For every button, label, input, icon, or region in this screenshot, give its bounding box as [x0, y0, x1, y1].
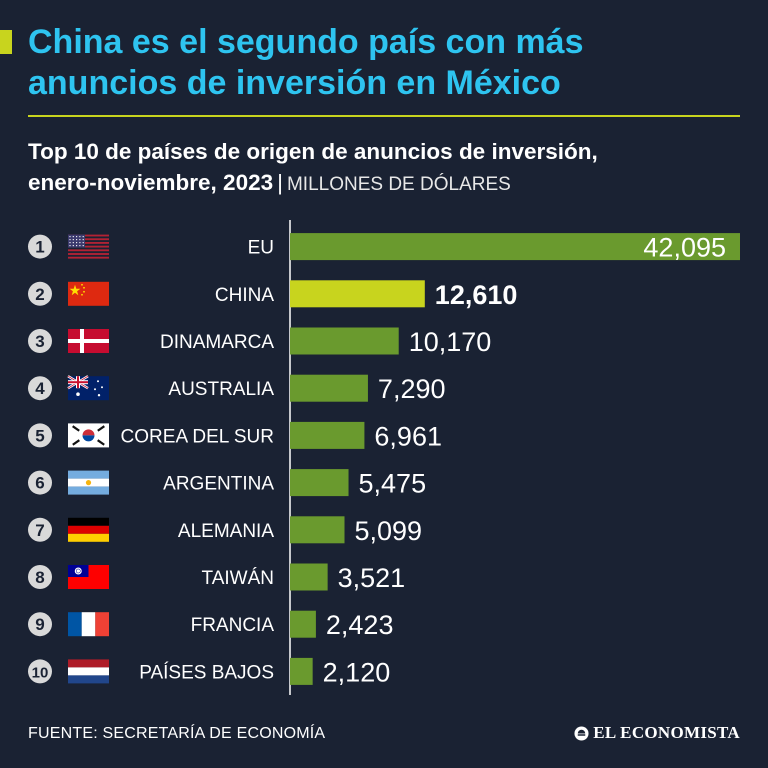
value-label: 6,961 — [374, 421, 442, 451]
category-label: EU — [248, 238, 274, 259]
value-label: 5,475 — [359, 469, 427, 499]
bar-row-china: 2 CHINA 12,610 — [28, 280, 517, 310]
bar-chart-svg: 1 EU 42,095 2 CHINA 12,610 3 DINAMARCA 10,170 4 AU… — [28, 220, 740, 695]
category-label: CHINA — [215, 285, 274, 306]
rank-number: 8 — [35, 568, 44, 587]
rank-badge — [28, 234, 52, 259]
rank-number: 3 — [35, 332, 44, 351]
value-label: 2,120 — [323, 657, 391, 687]
south-korea-flag-icon — [68, 423, 109, 448]
value-label: 2,423 — [326, 610, 394, 640]
rank-number: 2 — [35, 285, 44, 304]
value-label: 5,099 — [355, 516, 423, 546]
bar-row-taiwan: 8 TAIWÁN 3,521 — [28, 563, 405, 593]
bar-taiwan — [290, 563, 328, 591]
rank-number: 9 — [35, 615, 44, 634]
brand-mark-icon — [574, 725, 589, 741]
china-flag-icon — [68, 281, 109, 306]
category-label: ARGENTINA — [163, 474, 274, 495]
category-label: AUSTRALIA — [168, 379, 274, 400]
bar-row-dinamarca: 3 DINAMARCA 10,170 — [28, 327, 491, 357]
brand-name: EL ECONOMISTA — [593, 723, 740, 742]
argentina-flag-icon — [68, 470, 109, 495]
chart-title: China es el segundo país con más anuncio… — [28, 22, 748, 104]
france-flag-icon — [68, 612, 109, 637]
rank-number: 6 — [35, 474, 44, 493]
category-label: COREA DEL SUR — [121, 426, 274, 447]
rank-number: 1 — [35, 238, 44, 257]
category-label: DINAMARCA — [160, 332, 274, 353]
subtitle-period: enero-noviembre, 2023 — [28, 170, 274, 195]
rank-number: 10 — [32, 664, 49, 681]
rank-badge — [28, 612, 52, 637]
bar-paises-bajos — [290, 657, 313, 685]
netherlands-flag-icon — [68, 659, 109, 684]
value-label: 42,095 — [643, 233, 726, 263]
bar-china — [290, 280, 425, 308]
rank-badge — [28, 565, 52, 589]
bar-eu — [290, 233, 740, 261]
bar-francia — [290, 610, 316, 638]
rank-badge — [28, 517, 52, 542]
category-label: PAÍSES BAJOS — [139, 662, 274, 683]
category-label: TAIWÁN — [202, 568, 274, 589]
title-accent-mark — [0, 30, 12, 54]
chart-unit: MILLONES DE DÓLARES — [286, 174, 511, 195]
category-label: ALEMANIA — [178, 521, 274, 542]
bar-row-corea-del-sur: 5 COREA DEL SUR 6,961 — [28, 421, 442, 451]
bar-corea-del-sur — [290, 421, 365, 449]
bar-row-eu: 1 EU 42,095 — [28, 233, 740, 263]
rank-badge — [28, 281, 52, 306]
australia-flag-icon — [67, 375, 109, 401]
rank-badge — [28, 329, 52, 353]
bar-row-paises-bajos: 10 PAÍSES BAJOS 2,120 — [28, 657, 390, 687]
chart-title-line-1: China es el segundo país con más — [28, 23, 584, 61]
denmark-flag-icon — [68, 329, 109, 353]
bar-row-argentina: 6 ARGENTINA 5,475 — [28, 469, 426, 499]
rank-badge — [28, 376, 52, 401]
value-label: 12,610 — [435, 280, 518, 310]
rank-number: 7 — [35, 521, 44, 540]
bar-dinamarca — [290, 327, 399, 355]
subtitle-line-1: Top 10 de países de origen de anuncios d… — [28, 139, 598, 164]
value-label: 3,521 — [338, 563, 406, 593]
germany-flag-icon — [68, 517, 109, 542]
bar-chart: 1 EU 42,095 2 CHINA 12,610 3 DINAMARCA 10,170 4 AU… — [0, 220, 768, 700]
bar-row-francia: 9 FRANCIA 2,423 — [28, 610, 393, 640]
bar-alemania — [290, 516, 345, 544]
taiwan-flag-icon — [68, 565, 109, 589]
rank-badge — [28, 423, 52, 448]
bar-row-australia: 4 AUSTRALIA 7,290 — [28, 374, 446, 404]
subtitle-separator: | — [277, 170, 283, 195]
category-label: FRANCIA — [191, 615, 275, 636]
value-label: 10,170 — [409, 327, 492, 357]
bar-argentina — [290, 469, 349, 497]
source-note: FUENTE: SECRETARÍA DE ECONOMÍA — [28, 725, 326, 742]
brand-logo: EL ECONOMISTA — [574, 723, 740, 743]
rank-number: 5 — [35, 426, 44, 445]
subtitle-line-2: enero-noviembre, 2023 | MILLONES DE DÓLARE… — [28, 167, 748, 200]
us-flag-icon — [68, 234, 109, 259]
rank-badge — [28, 470, 52, 495]
rank-badge — [28, 659, 52, 684]
value-label: 7,290 — [378, 374, 446, 404]
bar-row-alemania: 7 ALEMANIA 5,099 — [28, 516, 422, 546]
bar-australia — [290, 374, 368, 402]
title-divider — [28, 115, 740, 117]
chart-subtitle: Top 10 de países de origen de anuncios d… — [28, 136, 748, 200]
chart-title-line-2: anuncios de inversión en México — [28, 64, 561, 102]
rank-number: 4 — [35, 379, 45, 398]
